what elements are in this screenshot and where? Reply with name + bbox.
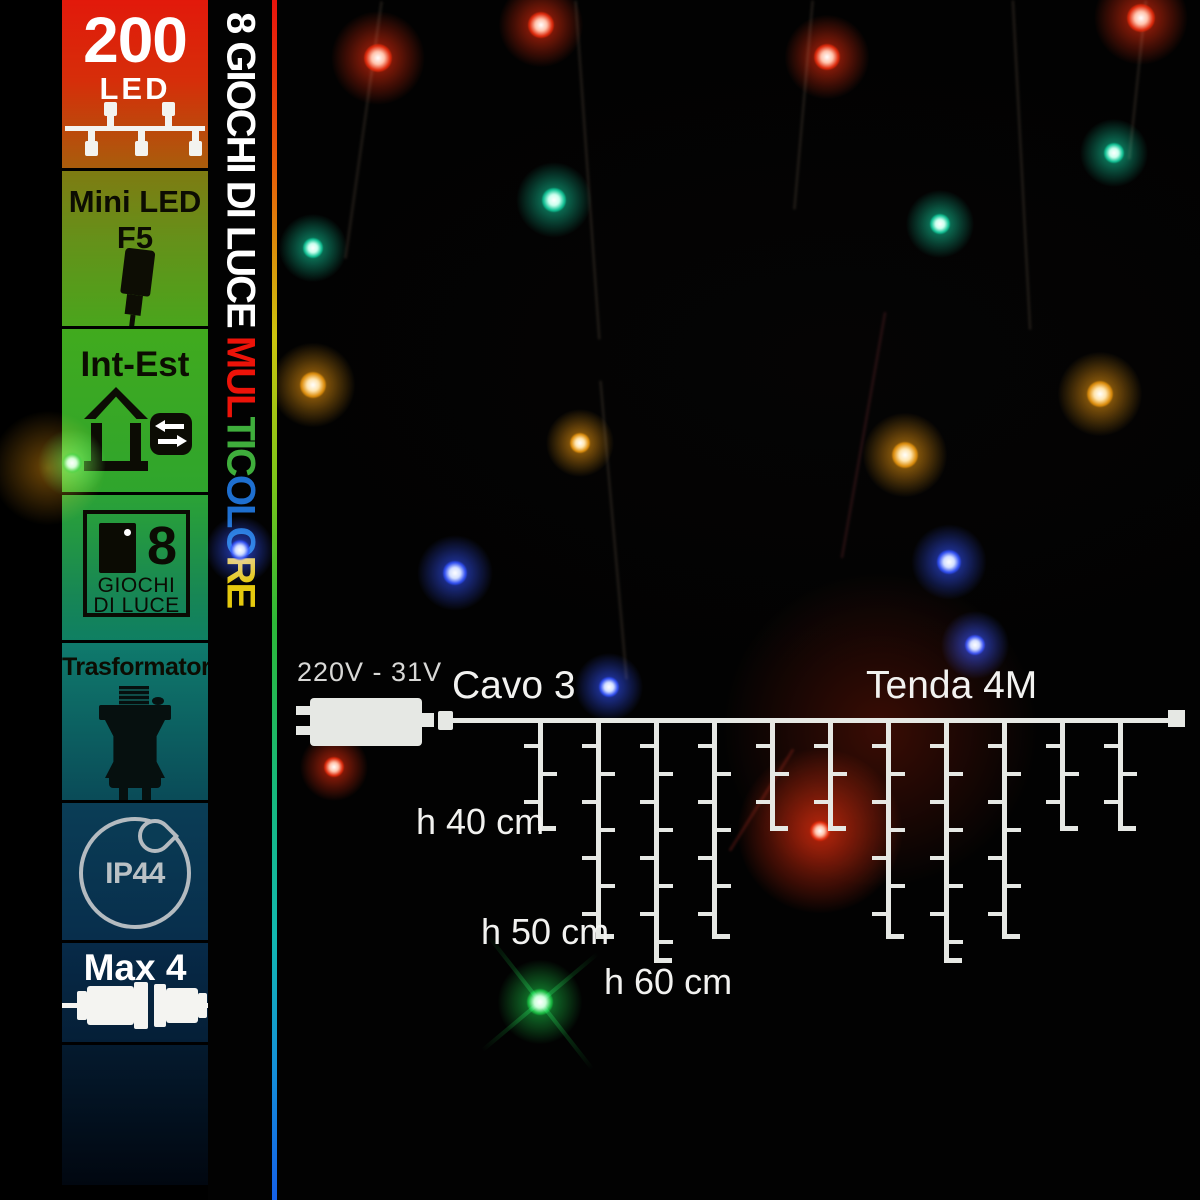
feature-sidebar: 200 LED Mini LED F5 <box>62 0 208 1200</box>
mini-led-label: Mini LED <box>68 184 202 219</box>
int-est-label: Int-Est <box>80 345 190 384</box>
indoor-outdoor-swap-icon <box>150 413 192 455</box>
max4-label: Max 4 <box>83 947 187 988</box>
light-string-cable <box>574 0 601 340</box>
controller-icon <box>99 523 136 573</box>
light-string-cable <box>343 1 384 259</box>
feature-led-count: 200 LED <box>62 0 208 168</box>
banner-letter: O <box>218 526 263 556</box>
feature-mini-led: Mini LED F5 <box>62 171 208 326</box>
light-games-count: 8 <box>146 516 178 576</box>
left-black-strip <box>0 0 62 1200</box>
banner-letter: L <box>218 504 263 527</box>
banner-letter: I <box>218 438 263 449</box>
light-string-cable <box>840 311 887 559</box>
light-string-cable <box>1011 0 1032 330</box>
light-string-cable <box>792 0 815 210</box>
rainbow-divider <box>272 0 277 1200</box>
led-count-value: 200 <box>83 4 188 76</box>
sidebar-footer <box>62 1045 208 1185</box>
led-count-unit: LED <box>99 70 171 106</box>
light-string-cable <box>598 380 629 680</box>
voltage-label: 220V - 31V <box>297 657 443 687</box>
feature-ip44: IP44 <box>62 803 208 940</box>
light-games-badge: 8 GIOCHI DI LUCE <box>83 510 190 617</box>
vertical-banner: 8 GIOCHI DI LUCE MULTICOLORE <box>208 0 272 1200</box>
feature-light-games: 8 GIOCHI DI LUCE <box>62 495 208 640</box>
banner-prefix: 8 GIOCHI DI LUCE <box>218 12 263 336</box>
banner-letter: T <box>218 416 263 439</box>
drop-height-50-label: h 50 cm <box>481 911 610 952</box>
ip44-label: IP44 <box>105 857 165 890</box>
transformer-label: Trasformatore <box>62 653 208 681</box>
led-bulb-icon <box>115 247 156 326</box>
curtain-measurement-diagram <box>296 698 1185 963</box>
feature-transformer: Trasformatore <box>62 643 208 800</box>
light-games-line1: GIOCHI <box>97 574 176 597</box>
light-games-line2: DI LUCE <box>93 594 180 617</box>
transformer-plug-icon <box>62 683 208 800</box>
light-string-cable <box>1127 0 1148 160</box>
banner-letter: E <box>218 582 263 608</box>
banner-letter: R <box>218 555 263 583</box>
cable-length-label: Cavo 3 <box>452 664 576 707</box>
drop-height-60-label: h 60 cm <box>604 961 733 1002</box>
banner-letter: L <box>218 394 263 417</box>
banner-letter: C <box>218 448 263 475</box>
banner-title: 8 GIOCHI DI LUCE MULTICOLORE <box>218 12 263 1192</box>
banner-letter: U <box>218 367 263 395</box>
banner-multicolore-word: MULTICOLORE <box>219 336 263 607</box>
drop-height-40-label: h 40 cm <box>416 801 545 842</box>
water-drop-icon <box>130 811 180 861</box>
banner-letter: M <box>218 335 263 368</box>
ip44-circle-icon: IP44 <box>79 811 191 929</box>
curtain-length-label: Tenda 4M <box>866 664 1038 707</box>
feature-max-connect: Max 4 <box>62 943 208 1042</box>
feature-indoor-outdoor: Int-Est <box>62 329 208 492</box>
house-icon <box>84 387 148 471</box>
banner-letter: O <box>218 474 263 505</box>
